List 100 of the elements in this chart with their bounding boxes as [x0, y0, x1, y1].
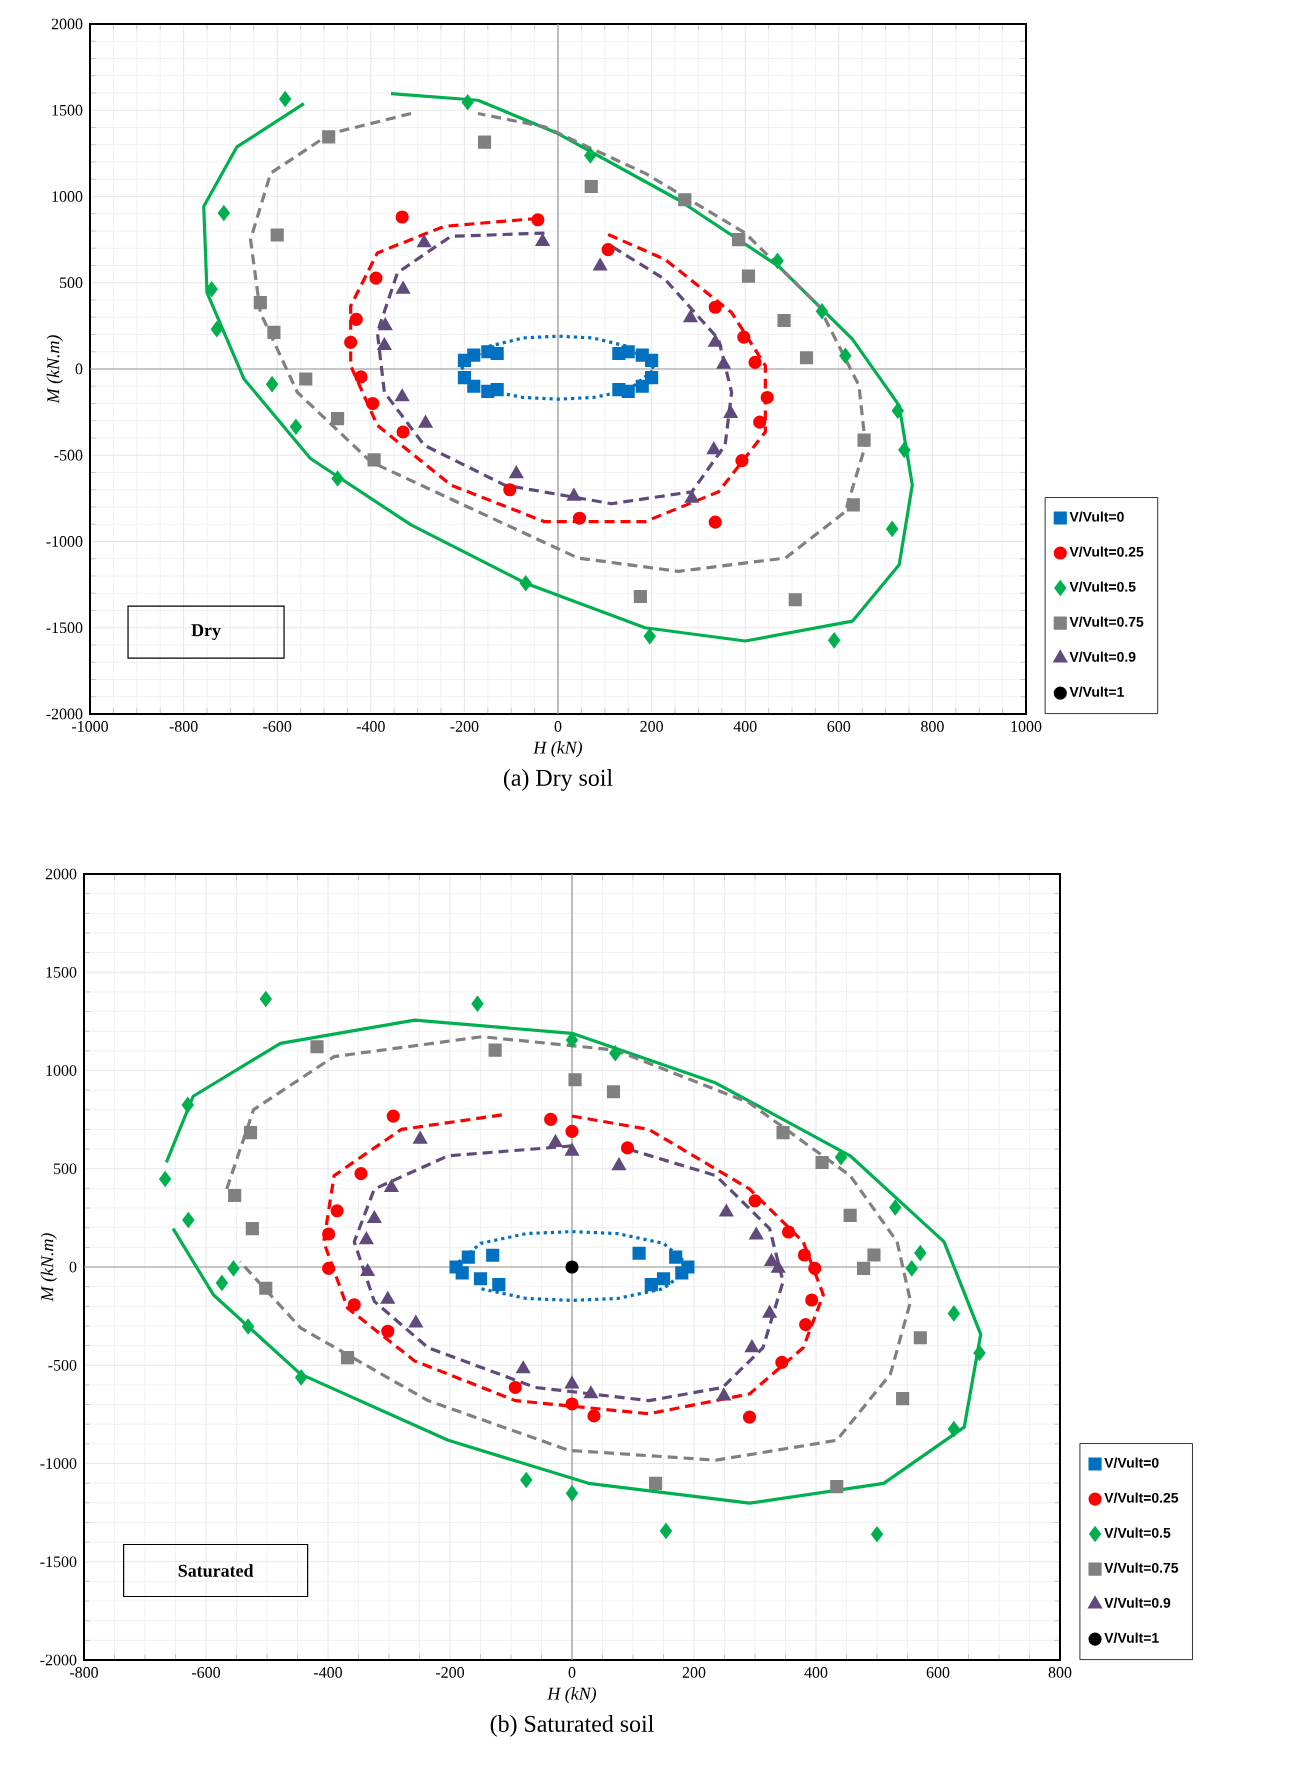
point [354, 370, 368, 384]
point [509, 466, 523, 479]
point [259, 1281, 273, 1295]
point [707, 442, 721, 455]
point [678, 193, 692, 207]
point [830, 1480, 844, 1494]
y-axis-title: M (kN.m) [46, 335, 63, 404]
point [973, 1345, 986, 1361]
point [377, 338, 391, 351]
point [708, 515, 722, 529]
point [566, 1032, 578, 1048]
point [279, 91, 292, 107]
point [745, 1340, 759, 1353]
point [816, 303, 828, 319]
point [632, 1246, 646, 1260]
annotation: Dry [191, 624, 221, 640]
point [593, 258, 607, 271]
point [683, 310, 698, 323]
point [748, 1194, 762, 1208]
point [777, 313, 791, 328]
point [753, 415, 767, 429]
point [735, 454, 749, 468]
point [896, 1392, 910, 1406]
point [635, 348, 649, 362]
point [567, 488, 581, 501]
point [340, 1351, 355, 1365]
point [535, 234, 550, 247]
point [395, 210, 409, 224]
point [182, 1212, 195, 1228]
line-series [164, 1018, 983, 1505]
point [477, 135, 492, 149]
point [566, 1485, 578, 1501]
point [520, 1472, 533, 1488]
point [724, 406, 738, 418]
point [565, 1376, 579, 1389]
point [455, 1266, 469, 1280]
point [645, 371, 659, 385]
point [644, 1278, 658, 1292]
point [947, 1421, 960, 1437]
point [322, 1227, 336, 1241]
point [210, 321, 223, 337]
point [584, 1386, 598, 1399]
point [486, 1248, 500, 1262]
point [656, 1272, 671, 1286]
point [253, 296, 267, 310]
point [330, 1204, 344, 1218]
point [857, 433, 871, 447]
point [492, 1278, 506, 1292]
point [267, 325, 281, 339]
point [685, 490, 699, 503]
point [361, 1264, 375, 1277]
point [367, 453, 381, 467]
point [913, 1331, 927, 1345]
point [815, 1155, 829, 1170]
point [548, 1135, 563, 1147]
point [584, 148, 597, 163]
line-series [248, 111, 868, 573]
point [763, 1306, 777, 1318]
point [519, 575, 532, 591]
point [386, 1109, 400, 1123]
point [717, 1388, 731, 1401]
point [669, 1250, 683, 1264]
point [159, 1171, 172, 1187]
point [871, 1526, 883, 1542]
line-series [349, 216, 767, 524]
point [322, 130, 336, 144]
point [331, 471, 344, 486]
x-axis-title: H (kN) [547, 1687, 597, 1704]
point [242, 1319, 254, 1334]
point [612, 383, 626, 397]
point [290, 419, 302, 435]
point [322, 1261, 336, 1275]
point [367, 1211, 381, 1224]
point [612, 346, 626, 361]
point [584, 179, 598, 194]
point [749, 1227, 763, 1240]
point [805, 1293, 819, 1307]
point [295, 1370, 308, 1385]
point [344, 335, 358, 349]
text: (b) Saturated soil [490, 1715, 654, 1737]
point [635, 379, 649, 393]
point [737, 330, 751, 344]
point [572, 511, 587, 525]
point [516, 1361, 530, 1374]
point [587, 1409, 601, 1423]
x-axis-title: H (kN) [533, 741, 583, 758]
point [215, 1275, 228, 1291]
point [378, 318, 392, 331]
point [565, 1143, 579, 1156]
point [299, 372, 313, 386]
point [839, 348, 852, 364]
point [914, 1245, 927, 1261]
point [788, 593, 802, 607]
point [612, 1158, 626, 1171]
point [565, 1124, 579, 1138]
point [457, 371, 471, 385]
point [708, 335, 722, 347]
point [606, 1085, 621, 1099]
point [776, 1126, 790, 1140]
point [227, 1261, 240, 1276]
